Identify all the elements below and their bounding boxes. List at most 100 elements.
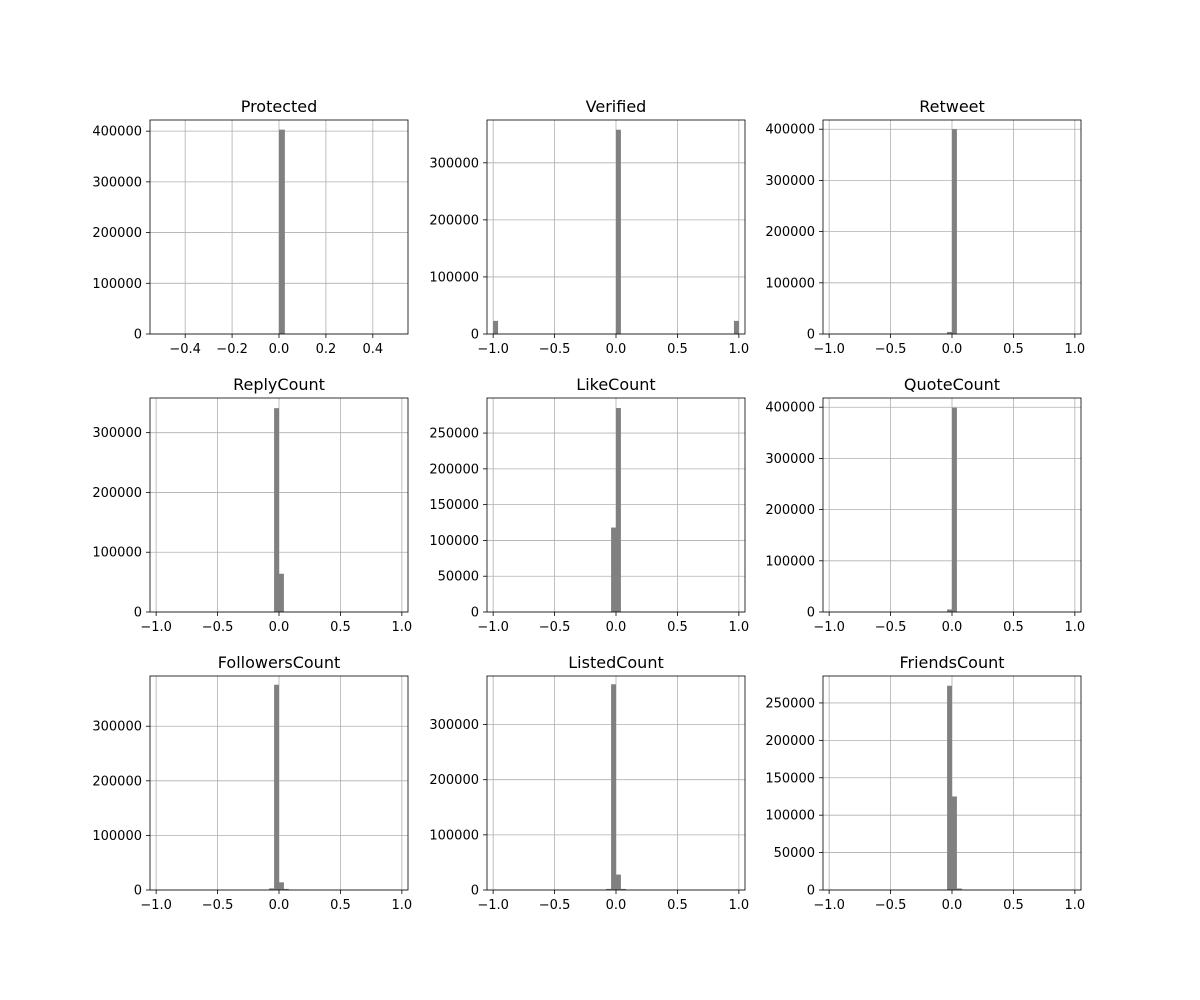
- histogram-bar: [274, 684, 279, 890]
- x-tick-label: 1.0: [729, 620, 750, 635]
- x-tick-label: 0.0: [606, 620, 627, 635]
- y-tick-label: 400000: [765, 123, 815, 138]
- x-tick-label: −0.5: [202, 898, 234, 913]
- panel-title: FriendsCount: [899, 653, 1004, 672]
- y-tick-label: 100000: [92, 277, 142, 292]
- histogram-panel: −1.0 −0.5 0.0 0.5 1.0 0 100000 200000 300000 Repl…: [92, 375, 412, 635]
- y-tick-label: 200000: [429, 773, 479, 788]
- y-tick-label: 0: [807, 328, 815, 343]
- histogram-bar: [947, 331, 952, 334]
- y-tick-label: 300000: [92, 426, 142, 441]
- histogram-bar: [952, 796, 957, 890]
- x-tick-label: −0.5: [875, 342, 907, 357]
- y-tick-label: 200000: [429, 462, 479, 477]
- y-tick-label: 200000: [429, 213, 479, 228]
- y-tick-label: 100000: [429, 534, 479, 549]
- histogram-bar: [269, 888, 275, 890]
- y-tick-label: 250000: [429, 427, 479, 442]
- x-tick-label: −0.5: [875, 898, 907, 913]
- y-tick-label: 0: [807, 606, 815, 621]
- x-tick-label: 1.0: [729, 342, 750, 357]
- x-tick-label: 0.5: [1003, 620, 1024, 635]
- panel-title: Retweet: [919, 97, 985, 116]
- x-tick-label: 1.0: [1065, 898, 1086, 913]
- histogram-bar: [952, 129, 957, 334]
- y-tick-label: 0: [471, 884, 479, 899]
- x-tick-label: −0.5: [539, 898, 571, 913]
- x-tick-label: 0.5: [667, 898, 688, 913]
- y-tick-label: 100000: [92, 829, 142, 844]
- panel-title: LikeCount: [576, 375, 655, 394]
- y-tick-label: 200000: [92, 486, 142, 501]
- x-tick-label: 0.0: [269, 342, 290, 357]
- x-tick-label: −1.0: [813, 342, 845, 357]
- x-tick-label: 1.0: [392, 620, 413, 635]
- x-tick-label: 0.5: [1003, 342, 1024, 357]
- y-tick-label: 300000: [92, 720, 142, 735]
- histogram-bar: [947, 685, 952, 890]
- histogram-bar: [611, 527, 616, 612]
- x-tick-label: 0.0: [942, 620, 963, 635]
- x-tick-label: −1.0: [140, 620, 172, 635]
- histogram-bar: [947, 609, 952, 612]
- panel-title: ListedCount: [568, 653, 663, 672]
- histogram-panel: −0.4 −0.2 0.0 0.2 0.4 0 100000 200000 300000 4000…: [92, 97, 409, 357]
- panel-title: Protected: [241, 97, 318, 116]
- x-tick-label: −0.5: [202, 620, 234, 635]
- histogram-bar: [611, 684, 616, 890]
- x-tick-label: 0.5: [330, 898, 351, 913]
- x-tick-label: −1.0: [813, 898, 845, 913]
- x-tick-label: 1.0: [729, 898, 750, 913]
- y-tick-label: 200000: [765, 225, 815, 240]
- x-tick-label: −1.0: [477, 898, 509, 913]
- y-tick-label: 0: [471, 606, 479, 621]
- y-tick-label: 400000: [765, 401, 815, 416]
- panel-title: QuoteCount: [904, 375, 1000, 394]
- histogram-panel: −1.0 −0.5 0.0 0.5 1.0 0 100000 200000 300000 4000…: [765, 97, 1085, 357]
- histogram-bar: [616, 408, 621, 612]
- y-tick-label: 0: [134, 606, 142, 621]
- x-tick-label: 0.5: [667, 620, 688, 635]
- histogram-bar: [606, 888, 612, 890]
- y-tick-label: 250000: [765, 696, 815, 711]
- panel-title: FollowersCount: [218, 653, 340, 672]
- y-tick-label: 200000: [92, 226, 142, 241]
- y-tick-label: 300000: [92, 175, 142, 190]
- y-tick-label: 150000: [765, 771, 815, 786]
- y-tick-label: 300000: [765, 452, 815, 467]
- x-tick-label: 0.0: [606, 342, 627, 357]
- y-tick-label: 100000: [429, 270, 479, 285]
- x-tick-label: 0.5: [330, 620, 351, 635]
- y-tick-label: 100000: [429, 828, 479, 843]
- y-tick-label: 50000: [774, 846, 815, 861]
- x-tick-label: −0.2: [216, 342, 248, 357]
- histogram-bar: [733, 320, 739, 334]
- x-tick-label: −1.0: [477, 620, 509, 635]
- y-tick-label: 100000: [765, 276, 815, 291]
- x-tick-label: 1.0: [1065, 620, 1086, 635]
- y-tick-label: 300000: [765, 174, 815, 189]
- y-tick-label: 50000: [438, 570, 479, 585]
- x-tick-label: 0.0: [942, 342, 963, 357]
- y-tick-label: 100000: [92, 546, 142, 561]
- x-tick-label: 0.0: [269, 898, 290, 913]
- histogram-bar: [274, 408, 279, 612]
- histogram-bar: [956, 888, 962, 890]
- y-tick-label: 200000: [765, 503, 815, 518]
- histogram-bar: [620, 888, 626, 890]
- x-tick-label: 0.4: [362, 342, 383, 357]
- x-tick-label: 0.5: [1003, 898, 1024, 913]
- y-tick-label: 150000: [429, 498, 479, 513]
- x-tick-label: 0.0: [269, 620, 290, 635]
- y-tick-label: 0: [471, 328, 479, 343]
- x-tick-label: 0.5: [667, 342, 688, 357]
- y-tick-label: 100000: [765, 809, 815, 824]
- panel-title: ReplyCount: [233, 375, 325, 394]
- histogram-bar: [279, 882, 284, 890]
- histogram-panel: −1.0 −0.5 0.0 0.5 1.0 0 100000 200000 300000 4000…: [765, 375, 1085, 635]
- histogram-bar: [279, 129, 285, 334]
- x-tick-label: 0.2: [316, 342, 337, 357]
- y-tick-label: 100000: [765, 554, 815, 569]
- y-tick-label: 0: [134, 328, 142, 343]
